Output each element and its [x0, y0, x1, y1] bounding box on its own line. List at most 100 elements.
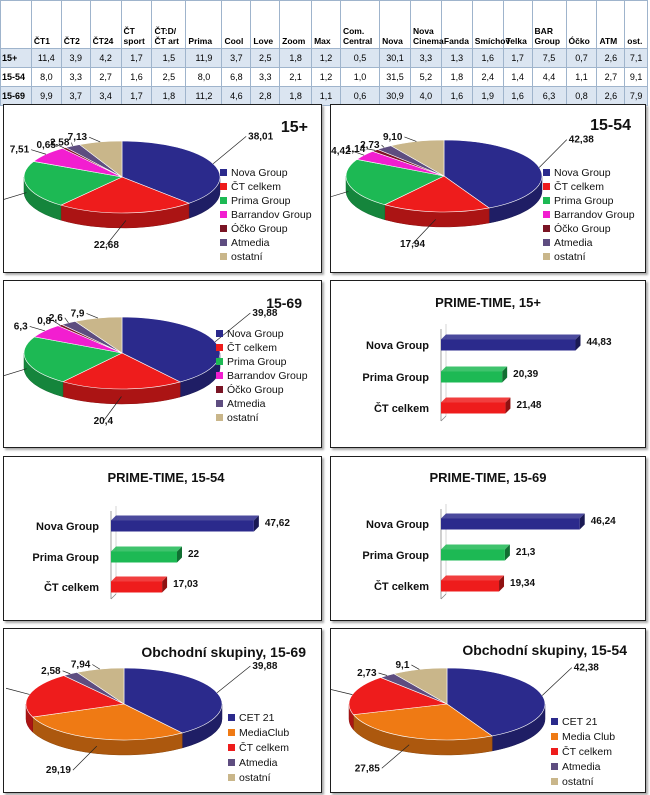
chart-title: 15-69 [266, 295, 302, 311]
legend-swatch [228, 774, 235, 781]
column-header: Zoom [279, 0, 313, 49]
leader-line [212, 136, 247, 165]
leader-line [64, 317, 69, 324]
pie-slice [32, 703, 184, 741]
bar-panel-prime-15plus: Nova Group 44,83 Prima Group 20,39 ČT celkem… [330, 280, 646, 448]
bar [441, 339, 576, 351]
data-label: 0,65 [36, 140, 56, 151]
table-cell: 3,3 [409, 48, 442, 68]
table-cell: 3,3 [250, 67, 281, 87]
bar-chart: Nova Group 46,24 Prima Group 21,3 ČT celkem 1… [362, 470, 616, 600]
table-corner [0, 0, 32, 49]
data-label: 6,3 [14, 321, 28, 332]
legend-entry: ostatní [239, 772, 271, 784]
legend-swatch [220, 211, 227, 218]
bar-top [111, 576, 168, 582]
legend-entry: ČT celkem [227, 341, 277, 354]
table-cell: 2,4 [471, 67, 504, 87]
axis-floor [440, 415, 447, 422]
bar-end [502, 366, 508, 383]
legend-entry: Atmedia [239, 757, 278, 769]
bar-top [441, 334, 581, 340]
table-row: 15-54 8,0 3,3 2,7 1,6 2,5 8,0 6,8 3,3 2,1 1,2 1,0 31… [0, 67, 648, 87]
leader-line [378, 672, 388, 676]
leader-line [86, 313, 99, 319]
leader-line [31, 149, 47, 155]
legend-entry: Nova Group [554, 167, 611, 179]
legend-swatch [220, 253, 227, 260]
leader-line [4, 192, 27, 200]
legend-swatch [220, 183, 227, 190]
data-label: 21,3 [516, 547, 536, 558]
table-cell: 1,8 [151, 86, 187, 106]
legend-entry: ČT celkem [562, 745, 612, 758]
legend-swatch [216, 344, 223, 351]
bar-top [111, 546, 182, 552]
legend-entry: Prima Group [554, 195, 614, 207]
table-cell: 1,2 [311, 67, 341, 87]
column-header: Max [311, 0, 341, 49]
leader-line [404, 136, 417, 142]
pie-slice [123, 667, 223, 734]
leader-line [103, 396, 122, 422]
bar-top [441, 513, 585, 519]
column-header: Nova [379, 0, 411, 49]
row-label: 15-69 [0, 86, 32, 106]
bar-end [579, 513, 585, 530]
column-header: ČT2 [60, 0, 91, 49]
legend-swatch [543, 253, 550, 260]
chart-title: PRIME-TIME, 15-69 [429, 470, 546, 485]
bar [111, 581, 163, 593]
table-cell: 3,7 [221, 48, 252, 68]
table-cell: 0,8 [565, 86, 598, 106]
bar-top [111, 515, 259, 521]
bar-top [441, 575, 505, 581]
column-header: ČT24 [89, 0, 122, 49]
bar-top [441, 397, 511, 403]
bar-chart: Nova Group 47,62 Prima Group 22 ČT celkem 17,… [32, 470, 290, 600]
table-cell: 1,1 [311, 86, 341, 106]
legend-swatch [543, 197, 550, 204]
data-label: 46,24 [591, 516, 616, 527]
pie-slice [23, 336, 123, 383]
table-cell: 1,7 [120, 86, 153, 106]
column-header: Smíchov [471, 0, 510, 49]
pie-slice [383, 175, 490, 213]
data-label: 9,10 [383, 132, 403, 143]
leader-line [412, 219, 436, 245]
bar-top [441, 366, 508, 372]
table-cell: 1,0 [339, 67, 381, 87]
table-cell: 1,8 [279, 48, 313, 68]
table-cell: 2,6 [596, 48, 626, 68]
legend-entry: ostatní [231, 251, 263, 263]
column-header: Telka [502, 0, 533, 49]
bar-end [162, 576, 168, 593]
column-header: Fanda [440, 0, 473, 49]
data-label: 21,48 [516, 400, 541, 411]
data-label: 1,14 [346, 144, 366, 155]
pie-slice [23, 161, 123, 206]
table-cell: 1,7 [502, 48, 533, 68]
pie-slice [348, 677, 448, 715]
bar-end [177, 546, 182, 563]
legend-swatch [551, 733, 558, 740]
category-label: Prima Group [32, 552, 99, 564]
bar [441, 518, 580, 530]
legend-entry: Óčko Group [227, 383, 284, 396]
legend-swatch [228, 714, 235, 721]
table-cell: 8,0 [30, 67, 62, 87]
data-label: 2,6 [49, 313, 63, 324]
table-cell: 9,9 [30, 86, 62, 106]
column-header: Com. Central [339, 0, 381, 49]
legend-entry: Nova Group [231, 167, 288, 179]
legend-swatch [216, 358, 223, 365]
legend-swatch [543, 225, 550, 232]
legend-swatch [543, 211, 550, 218]
bar [111, 520, 254, 532]
data-label: 27,85 [355, 763, 380, 774]
pie-slice [62, 352, 182, 390]
table-cell: 1,6 [502, 86, 533, 106]
leader-line [62, 670, 71, 675]
